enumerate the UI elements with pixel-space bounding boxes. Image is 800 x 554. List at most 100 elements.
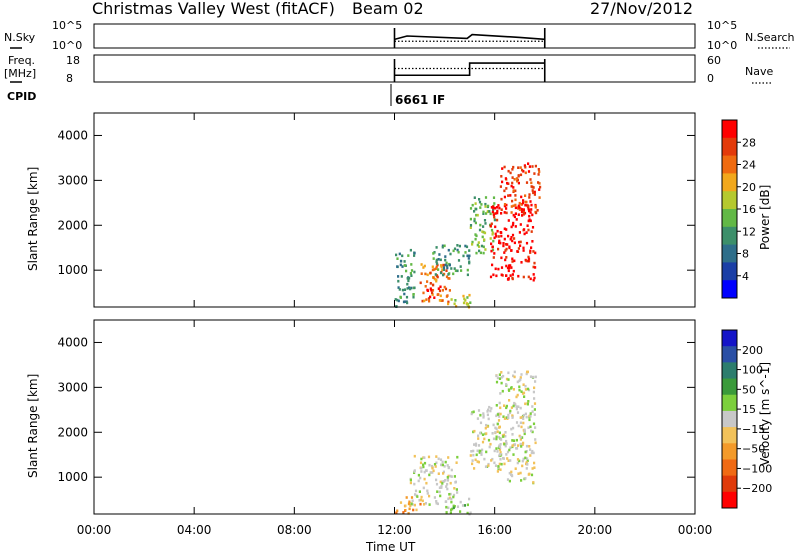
echo-cell bbox=[524, 477, 527, 480]
echo-cell bbox=[525, 444, 529, 448]
colorbar-tick-label: 28 bbox=[742, 136, 756, 149]
echo-cell bbox=[445, 261, 448, 265]
echo-cell bbox=[510, 387, 513, 390]
echo-cell bbox=[494, 426, 497, 430]
echo-cell bbox=[507, 388, 510, 391]
echo-cell bbox=[432, 257, 435, 260]
echo-cell bbox=[505, 377, 509, 381]
echo-cell bbox=[431, 466, 434, 470]
echo-cell bbox=[439, 480, 442, 484]
echo-cell bbox=[435, 260, 438, 264]
echo-cell bbox=[508, 266, 511, 270]
echo-cell bbox=[420, 272, 423, 275]
echo-cell bbox=[514, 467, 517, 470]
echo-cell bbox=[492, 423, 495, 427]
echo-cell bbox=[435, 482, 439, 486]
echo-cell bbox=[487, 462, 490, 466]
echo-cell bbox=[406, 277, 409, 280]
echo-cell bbox=[436, 263, 439, 267]
echo-cell bbox=[505, 187, 508, 190]
echo-cell bbox=[473, 219, 476, 223]
echo-cell bbox=[454, 269, 457, 272]
echo-cell bbox=[441, 299, 444, 302]
echo-cell bbox=[395, 253, 398, 257]
echo-cell bbox=[410, 496, 414, 499]
echo-cell bbox=[532, 422, 536, 426]
echo-cell bbox=[500, 462, 503, 466]
echo-cell bbox=[428, 473, 431, 477]
echo-cell bbox=[508, 471, 511, 475]
echo-cell bbox=[505, 453, 508, 456]
echo-cell bbox=[532, 265, 535, 269]
echo-cell bbox=[506, 457, 509, 460]
echo-cell bbox=[522, 213, 525, 216]
echo-cell bbox=[522, 441, 525, 445]
echo-cell bbox=[522, 246, 525, 250]
echo-cell bbox=[428, 494, 431, 498]
echo-cell bbox=[445, 275, 449, 279]
echo-cell bbox=[456, 244, 459, 247]
echo-cell bbox=[495, 374, 498, 378]
echo-cell bbox=[525, 200, 528, 204]
echo-cell bbox=[498, 431, 501, 435]
echo-cell bbox=[432, 252, 435, 255]
echo-cell bbox=[446, 464, 449, 467]
echo-cell bbox=[515, 407, 518, 411]
echo-cell bbox=[500, 208, 503, 211]
echo-cell bbox=[407, 512, 410, 515]
freq-right-tick-bottom: 0 bbox=[707, 72, 714, 85]
echo-cell bbox=[527, 207, 530, 211]
echo-cell bbox=[539, 185, 542, 189]
echo-cell bbox=[490, 242, 493, 246]
echo-cell bbox=[512, 453, 515, 456]
echo-cell bbox=[529, 249, 532, 253]
echo-cell bbox=[478, 245, 481, 248]
echo-cell bbox=[505, 207, 508, 210]
echo-cell bbox=[523, 432, 526, 436]
echo-cell bbox=[499, 185, 502, 188]
echo-cell bbox=[511, 273, 514, 276]
echo-cell bbox=[534, 375, 537, 379]
nsky-left-tick-bottom: 10^0 bbox=[52, 39, 82, 52]
echo-cell bbox=[452, 272, 455, 276]
echo-cell bbox=[397, 299, 400, 303]
echo-cell bbox=[491, 210, 494, 214]
x-tick-label: 12:00 bbox=[377, 523, 412, 537]
colorbar-cell bbox=[722, 443, 737, 460]
echo-cell bbox=[409, 478, 412, 482]
echo-cell bbox=[468, 249, 471, 252]
echo-cell bbox=[440, 463, 443, 467]
echo-cell bbox=[506, 450, 510, 454]
echo-cell bbox=[524, 384, 527, 388]
echo-cell bbox=[488, 445, 491, 449]
cpid-value: 6661 IF bbox=[395, 93, 445, 107]
echo-cell bbox=[533, 386, 536, 390]
echo-cell bbox=[496, 376, 499, 380]
echo-cell bbox=[505, 256, 508, 259]
echo-cell bbox=[449, 474, 452, 478]
x-tick-label: 00:00 bbox=[678, 523, 713, 537]
echo-cell bbox=[444, 263, 447, 267]
echo-cell bbox=[507, 413, 510, 417]
echo-cell bbox=[439, 271, 443, 275]
echo-cell bbox=[405, 496, 408, 499]
echo-cell bbox=[495, 437, 498, 441]
echo-cell bbox=[481, 235, 484, 239]
echo-cell bbox=[454, 299, 457, 302]
echo-cell bbox=[468, 293, 471, 297]
echo-cell bbox=[519, 442, 522, 446]
echo-cell bbox=[529, 412, 532, 415]
echo-cell bbox=[412, 508, 415, 512]
echo-cell bbox=[432, 469, 435, 473]
echo-cell bbox=[437, 258, 440, 261]
echo-cell bbox=[402, 300, 406, 304]
echo-cell bbox=[512, 439, 516, 442]
echo-cell bbox=[524, 450, 527, 454]
echo-cell bbox=[527, 400, 530, 403]
echo-cell bbox=[413, 454, 416, 458]
y-tick-label: 2000 bbox=[57, 218, 88, 232]
echo-cell bbox=[410, 274, 413, 277]
echo-cell bbox=[531, 189, 534, 192]
echo-cell bbox=[443, 285, 446, 289]
echo-cell bbox=[525, 259, 528, 263]
